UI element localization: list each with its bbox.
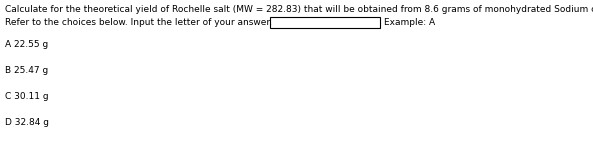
Text: D 32.84 g: D 32.84 g bbox=[5, 118, 49, 127]
Text: A 22.55 g: A 22.55 g bbox=[5, 40, 48, 49]
Text: Example: A: Example: A bbox=[384, 18, 435, 27]
Text: C 30.11 g: C 30.11 g bbox=[5, 92, 49, 101]
Text: Refer to the choices below. Input the letter of your answer.: Refer to the choices below. Input the le… bbox=[5, 18, 272, 27]
Bar bbox=[270, 17, 380, 28]
Text: B 25.47 g: B 25.47 g bbox=[5, 66, 48, 75]
Text: Calculate for the theoretical yield of Rochelle salt (MW = 282.83) that will be : Calculate for the theoretical yield of R… bbox=[5, 5, 593, 14]
